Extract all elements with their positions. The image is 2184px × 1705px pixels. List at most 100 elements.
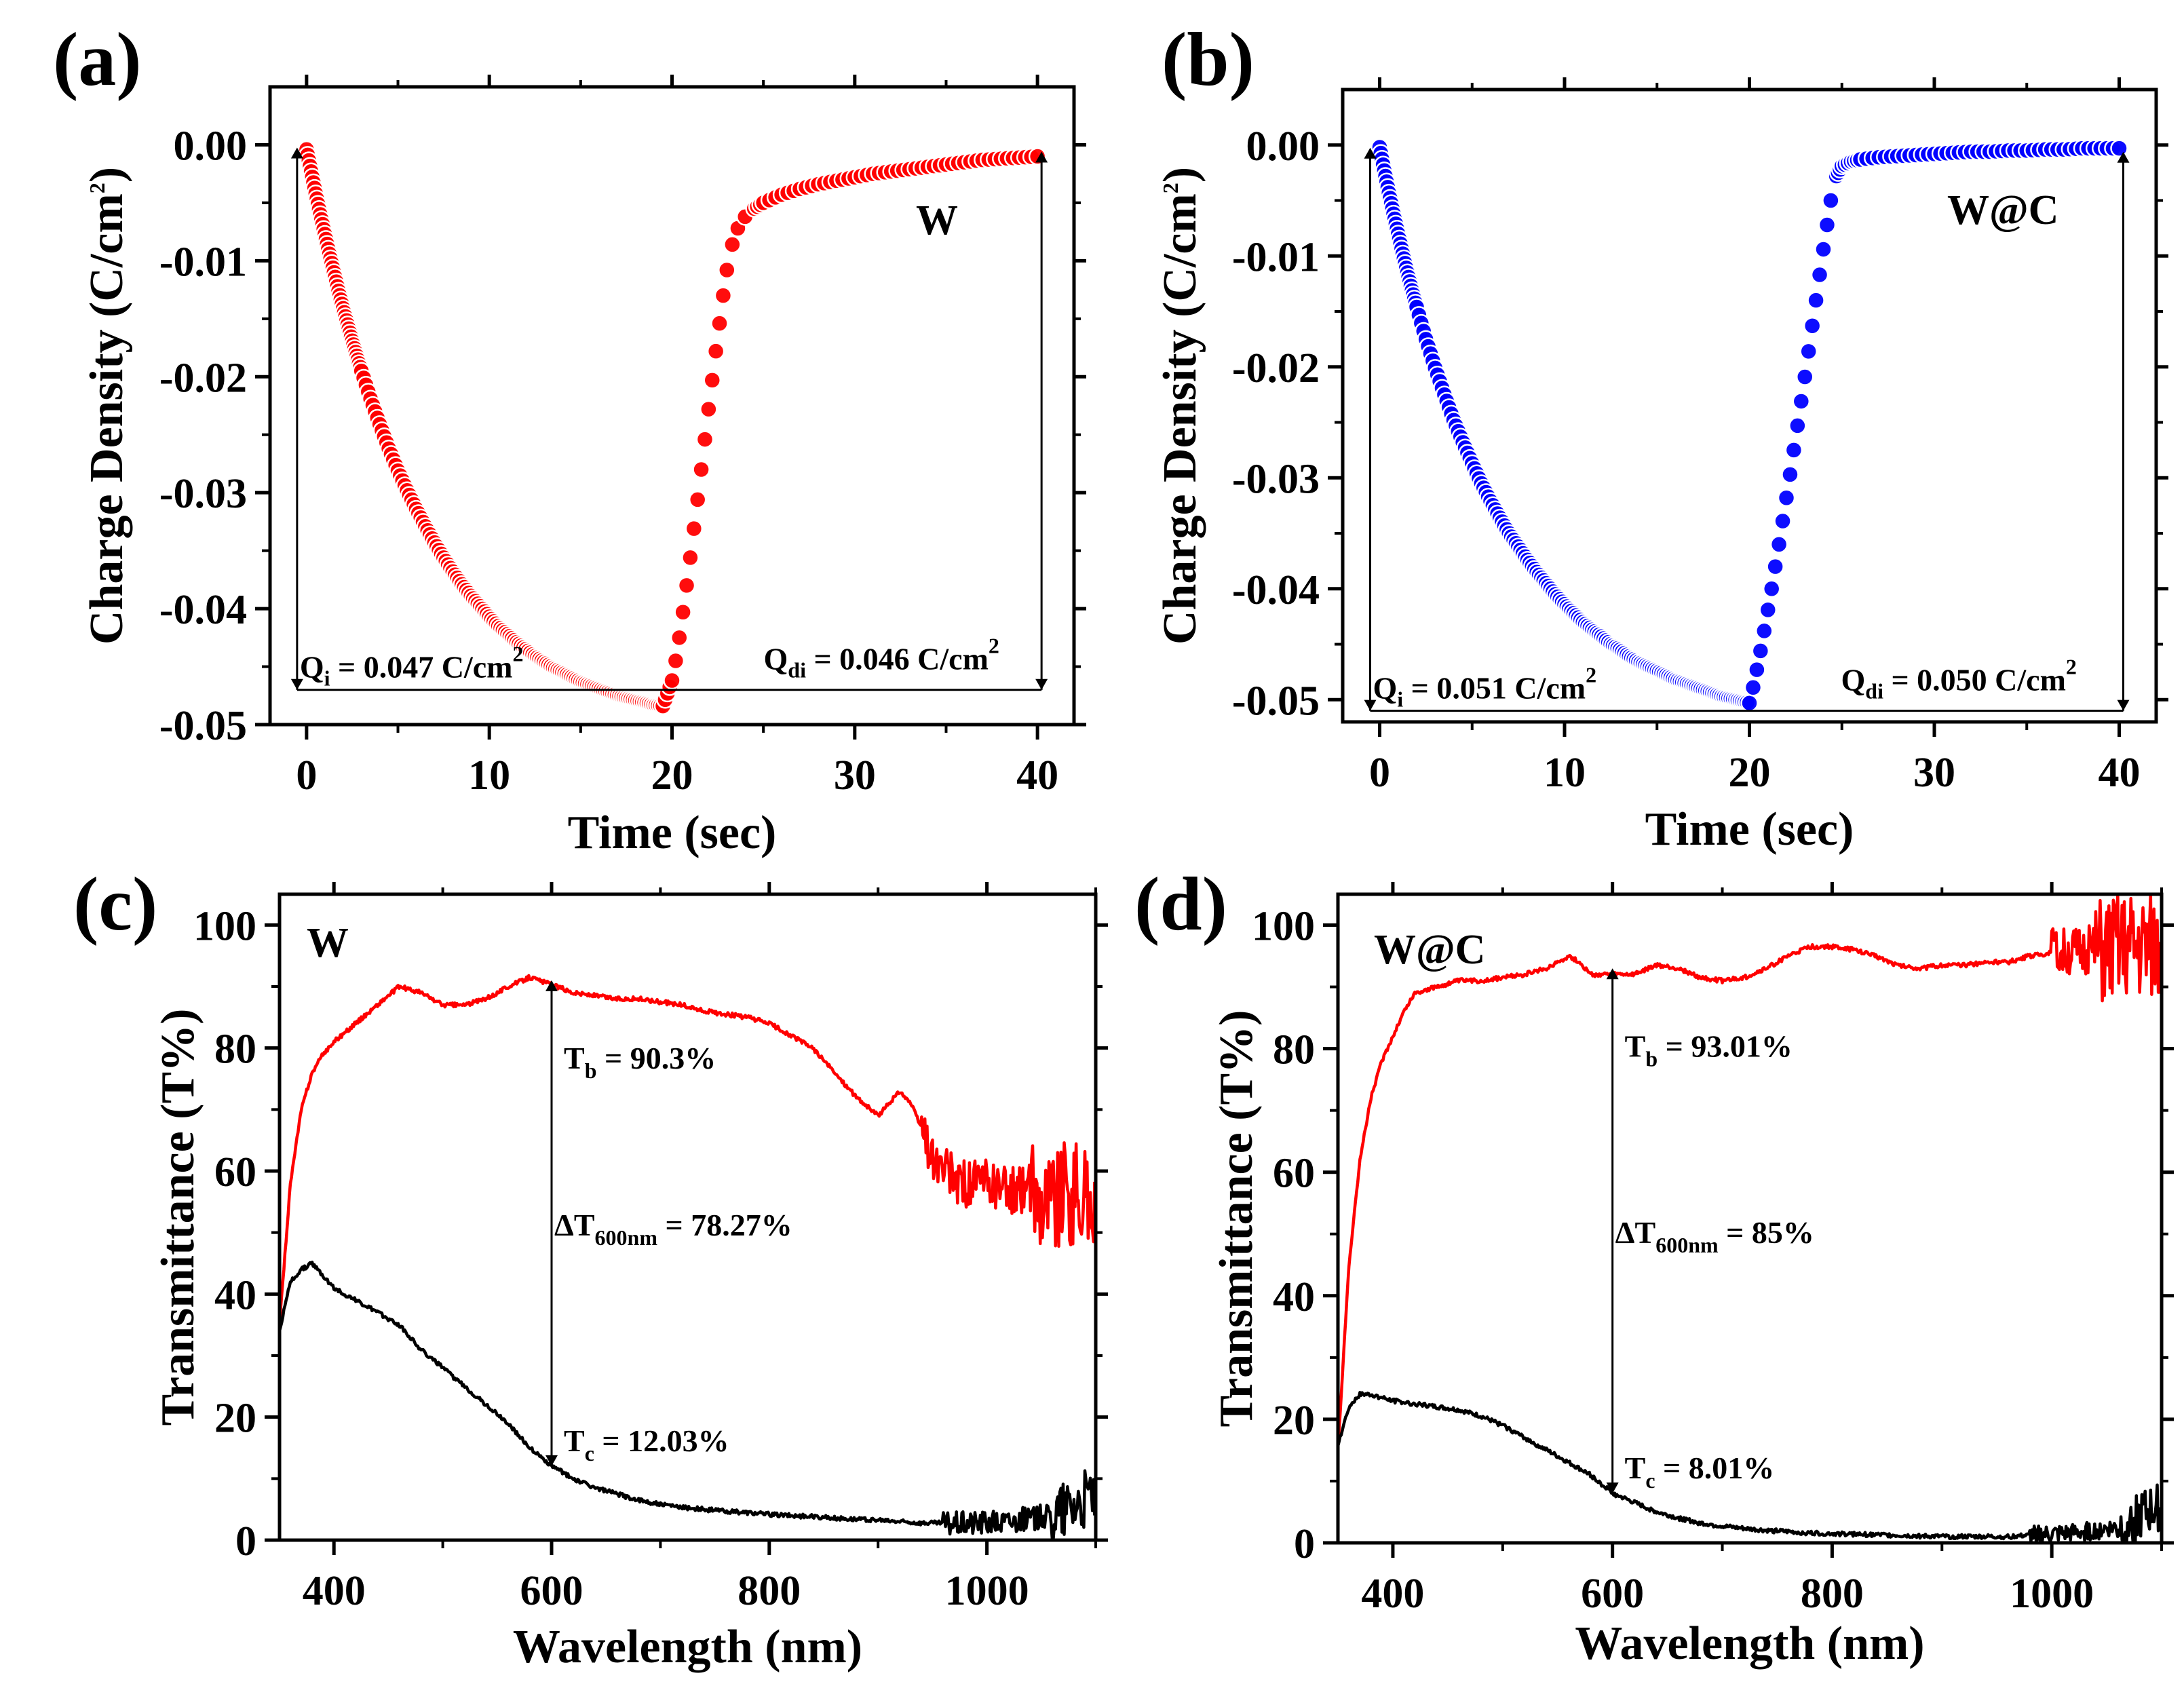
panel-label: (c) <box>73 862 157 946</box>
tb-sub: b <box>1645 1046 1658 1071</box>
qdi-sub: di <box>1865 679 1883 704</box>
y-axis-title-sup: 2 <box>1158 183 1183 193</box>
arrow-head <box>2117 700 2130 711</box>
tc-main: T <box>1625 1451 1646 1485</box>
annotations: Qi = 0.051 C/cm2 Qdi = 0.050 C/cm2 <box>1364 147 2130 712</box>
arrow-head <box>1606 1482 1619 1494</box>
y-tick-label: 20 <box>214 1396 256 1442</box>
dt-main: ΔT <box>1615 1215 1656 1250</box>
sample-label: W@C <box>1947 187 2058 233</box>
data-point <box>1762 579 1781 598</box>
qi-main: Q <box>1373 671 1398 706</box>
y-tick-label: 40 <box>1273 1274 1315 1320</box>
data-point <box>1799 342 1818 361</box>
qi-value: = 0.047 C/cm <box>330 650 513 685</box>
data-point <box>1759 600 1777 619</box>
y-tick-label: 100 <box>1252 904 1315 950</box>
data-point <box>703 371 721 389</box>
y-tick-label: -0.03 <box>1232 456 1320 502</box>
qdi-sub: di <box>788 658 806 683</box>
y-tick-label: -0.02 <box>1232 345 1320 391</box>
data-point <box>1796 368 1814 386</box>
arrow-head <box>1035 151 1048 163</box>
y-tick-label: -0.01 <box>159 239 247 285</box>
qi-label: Qi = 0.047 C/cm2 <box>300 642 524 691</box>
tc-value: = 12.03% <box>594 1423 729 1458</box>
x-tick-label: 400 <box>303 1568 366 1614</box>
y-tick-label: -0.05 <box>159 703 247 749</box>
arrow-head <box>1035 678 1048 690</box>
data-point <box>714 286 733 305</box>
y-tick-label: 40 <box>214 1272 256 1318</box>
plot-area <box>1371 138 2128 712</box>
data-point <box>666 651 685 670</box>
qi-main: Q <box>300 650 324 685</box>
data-point <box>1807 291 1825 309</box>
series-line-colored <box>280 1261 1096 1540</box>
panel-b: (b) 0 10 20 30 40 0.00 -0.01 -0.02 -0.03 -0.04 -0.0… <box>1154 18 2168 856</box>
data-point <box>1788 417 1807 435</box>
y-tick-label: 0.00 <box>174 123 248 169</box>
x-tick-label: 600 <box>520 1568 583 1614</box>
y-axis-title: Transmittance (T%) <box>1210 1010 1263 1428</box>
panel-label: (d) <box>1134 862 1227 946</box>
qi-sub: i <box>1397 687 1403 712</box>
qdi-sup: 2 <box>989 634 999 658</box>
qdi-main: Q <box>1841 663 1866 697</box>
x-tick-label: 40 <box>1016 752 1058 799</box>
tc-value: = 8.01% <box>1655 1451 1775 1485</box>
tb-sub: b <box>585 1058 597 1083</box>
data-point <box>663 671 681 690</box>
qdi-value: = 0.046 C/cm <box>806 642 989 676</box>
tb-main: T <box>1625 1029 1646 1063</box>
series-line-colored <box>1338 1391 2162 1543</box>
data-point <box>681 548 700 567</box>
plot-area <box>297 140 1047 715</box>
dt-value: = 78.27% <box>657 1208 792 1242</box>
data-point <box>1769 535 1788 554</box>
sample-label: W <box>916 197 958 244</box>
plot-frame <box>1341 88 2158 724</box>
tb-main: T <box>564 1041 585 1075</box>
data-point <box>1810 265 1829 284</box>
panel-c: (c) 400 600 800 1000 0 20 40 60 80 100 Wavelength (… <box>73 862 1108 1673</box>
x-tick-label: 400 <box>1361 1571 1424 1617</box>
panel-d: (d) 400 600 800 1000 0 20 40 60 80 100 Wavelength (… <box>1134 862 2174 1670</box>
arrow-head <box>290 678 303 690</box>
y-tick-label: -0.05 <box>1232 678 1320 724</box>
data-point <box>1744 678 1763 697</box>
axis-ticks: 0 10 20 30 40 0.00 -0.01 -0.02 -0.03 -0.04 -0.05 <box>1232 77 2168 796</box>
data-point <box>710 314 729 332</box>
y-axis-title-close: ) <box>81 167 133 183</box>
dt-main: ΔT <box>554 1208 595 1242</box>
qdi-label: Qdi = 0.046 C/cm2 <box>764 634 999 683</box>
arrow-head <box>545 980 558 991</box>
x-tick-label: 1000 <box>945 1568 1029 1614</box>
y-axis-title-sup: 2 <box>85 183 109 193</box>
x-tick-label: 30 <box>1913 750 1955 796</box>
qi-label: Qi = 0.051 C/cm2 <box>1373 663 1597 712</box>
data-point <box>1751 642 1770 660</box>
y-tick-label: 0.00 <box>1246 123 1320 170</box>
sample-label: W@C <box>1374 927 1485 973</box>
tb-value: = 93.01% <box>1658 1029 1793 1063</box>
qi-value: = 0.051 C/cm <box>1403 671 1586 706</box>
dt-value: = 85% <box>1719 1215 1814 1250</box>
data-point <box>670 628 689 647</box>
series-line-bleached <box>280 974 1096 1326</box>
data-point <box>1777 488 1796 507</box>
annotations: Tb = 90.3% ΔT600nm = 78.27% Tc = 12.03% <box>545 980 792 1466</box>
annotations: Tb = 93.01% ΔT600nm = 85% Tc = 8.01% <box>1606 968 1814 1494</box>
data-point <box>677 576 696 595</box>
series-w-c <box>1371 138 2128 712</box>
x-tick-label: 600 <box>1581 1571 1644 1617</box>
x-tick-label: 10 <box>1544 750 1586 796</box>
data-point <box>1814 240 1833 258</box>
tb-label: Tb = 90.3% <box>564 1041 716 1083</box>
data-point <box>706 342 725 360</box>
y-axis-title-main: Charge Density (C/cm <box>1154 193 1206 645</box>
tc-sub: c <box>1645 1468 1655 1493</box>
y-tick-label: 20 <box>1273 1398 1315 1444</box>
axis-ticks: 0 10 20 30 40 0.00 -0.01 -0.02 -0.03 -0.04 -0.05 <box>159 75 1086 799</box>
